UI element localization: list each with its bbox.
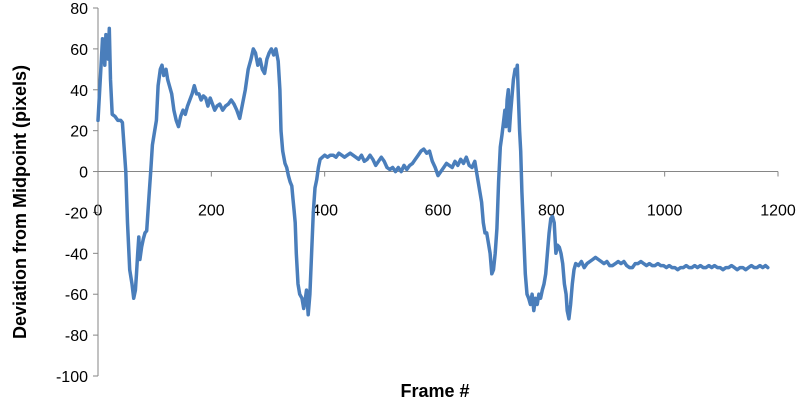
series-line bbox=[96, 26, 770, 321]
y-tick-label: 40 bbox=[70, 83, 88, 100]
y-tick-label: 60 bbox=[70, 42, 88, 59]
y-tick-label: 20 bbox=[70, 124, 88, 141]
y-axis-tick-labels: 80 60 40 20 0 -20 -40 -60 -80 -100 bbox=[56, 1, 98, 386]
x-tick-label: 1000 bbox=[647, 203, 683, 220]
y-tick-label: 0 bbox=[79, 165, 88, 182]
series-layer bbox=[96, 26, 770, 321]
x-tick-label: 600 bbox=[425, 203, 452, 220]
y-tick-label: -60 bbox=[65, 287, 88, 304]
x-axis-tick-labels: 0 200 400 600 800 1000 1200 bbox=[94, 171, 796, 220]
x-axis-title: Frame # bbox=[400, 381, 469, 401]
y-tick-label: -100 bbox=[56, 369, 88, 386]
x-tick-label: 1200 bbox=[760, 203, 796, 220]
y-tick-label: -20 bbox=[65, 205, 88, 222]
y-tick-label: 80 bbox=[70, 1, 88, 18]
y-tick-label: -80 bbox=[65, 328, 88, 345]
x-tick-label: 200 bbox=[198, 203, 225, 220]
x-tick-label: 400 bbox=[311, 203, 338, 220]
x-tick-label: 800 bbox=[538, 203, 565, 220]
y-tick-label: -40 bbox=[65, 246, 88, 263]
y-axis-title: Deviation from Midpoint (pixels) bbox=[10, 65, 30, 339]
